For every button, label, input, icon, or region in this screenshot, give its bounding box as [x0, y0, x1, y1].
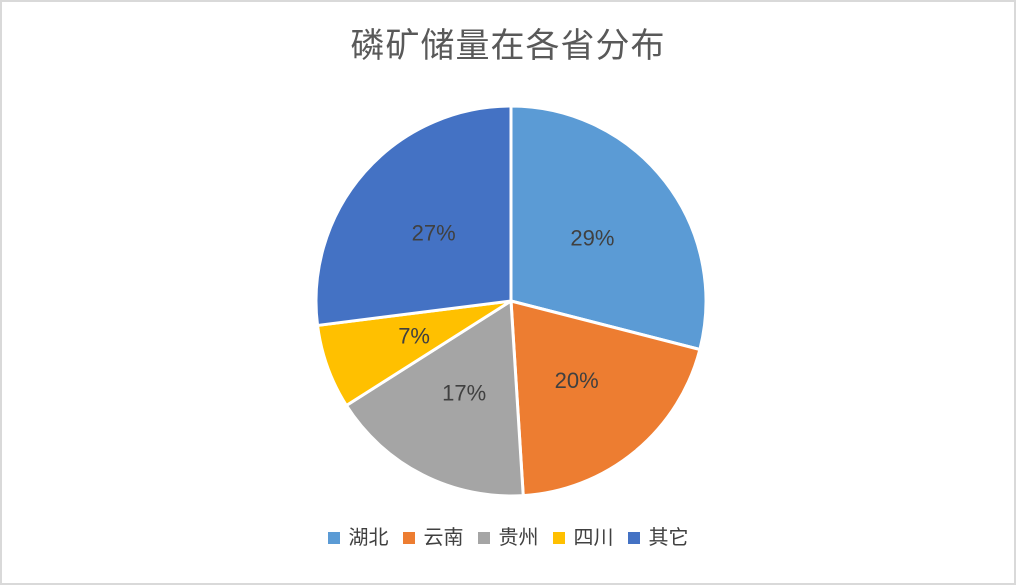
legend-marker: [627, 532, 640, 544]
pie-slice-其它[interactable]: [314, 104, 513, 327]
legend-item-湖北[interactable]: 湖北: [327, 527, 389, 549]
pie-slice-贵州[interactable]: [344, 299, 525, 498]
legend-label: 贵州: [498, 527, 539, 549]
legend-marker: [552, 532, 565, 544]
legend-marker: [477, 532, 490, 544]
legend: 湖北 云南 贵州 四川 其它: [2, 528, 1014, 548]
legend-label: 四川: [573, 527, 614, 549]
legend-label: 湖北: [348, 527, 389, 549]
legend-marker: [327, 532, 340, 544]
slice-label: 17%: [442, 381, 486, 406]
slice-label: 20%: [555, 368, 599, 393]
legend-label: 云南: [423, 527, 464, 549]
legend-item-四川[interactable]: 四川: [552, 527, 614, 549]
legend-item-云南[interactable]: 云南: [402, 527, 464, 549]
pie-slice-湖北[interactable]: [509, 104, 708, 351]
slice-label: 27%: [412, 221, 456, 246]
legend-label: 其它: [648, 527, 689, 549]
pie-slice-云南[interactable]: [509, 299, 702, 498]
legend-item-贵州[interactable]: 贵州: [477, 527, 539, 549]
legend-marker: [402, 532, 415, 544]
slice-label: 29%: [570, 226, 614, 251]
chart-title: 磷矿储量在各省分布: [350, 27, 666, 65]
legend-item-其它[interactable]: 其它: [627, 527, 689, 549]
slice-label: 7%: [398, 324, 430, 349]
